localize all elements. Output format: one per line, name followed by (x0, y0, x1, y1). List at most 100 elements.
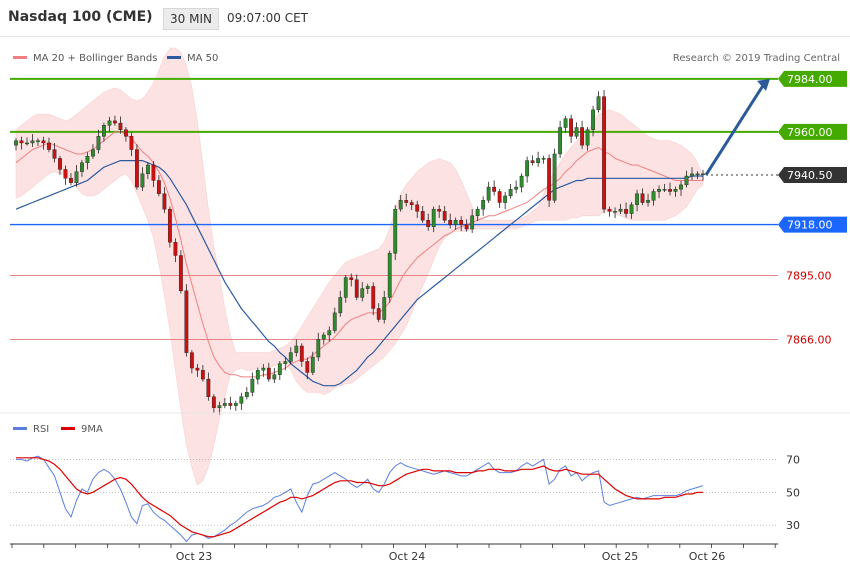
candle-body (189, 352, 194, 369)
candle-body (536, 158, 541, 164)
candle-down (580, 120, 584, 150)
candle-body (514, 186, 519, 190)
candle-body (195, 367, 200, 371)
candle-up (321, 332, 326, 345)
candle-up (310, 351, 315, 376)
candle-up (684, 170, 689, 188)
candle-down (129, 132, 134, 157)
candle-up (431, 206, 436, 233)
candle-down (156, 175, 161, 197)
candle-down (184, 284, 189, 357)
candle-up (222, 398, 227, 409)
candle-body (602, 96, 606, 210)
timeframe-selector[interactable]: 30 MIN (163, 8, 219, 30)
candle-body (239, 396, 244, 404)
candle-down (448, 213, 453, 229)
candle-body (36, 140, 40, 142)
candle-up (74, 165, 79, 187)
candle-up (250, 372, 255, 397)
candle-body (58, 158, 62, 170)
candle-body (376, 308, 381, 320)
candle-down (173, 238, 178, 263)
candle-body (316, 339, 321, 358)
bollinger-bands (15, 47, 704, 486)
chart-header: Nasdaq 100 (CME) 30 MIN 09:07:00 CET (0, 0, 850, 37)
candle-body (74, 171, 79, 183)
rsi-tick-label: 70 (786, 453, 800, 466)
candle-body (167, 208, 172, 243)
candle-down (404, 193, 409, 207)
candle-body (448, 219, 453, 225)
candle-up (514, 180, 519, 194)
candle-body (277, 363, 282, 375)
candle-body (102, 125, 106, 137)
candle-body (431, 208, 436, 228)
candle-up (651, 188, 656, 206)
candle-up (508, 183, 513, 199)
candle-down (569, 114, 573, 143)
candle-up (277, 361, 282, 380)
candle-body (211, 396, 216, 408)
candle-up (613, 207, 617, 218)
candle-down (41, 136, 46, 150)
x-tick-label: Oct 25 (602, 550, 639, 563)
candle-body (354, 279, 359, 298)
candle-body (646, 200, 650, 203)
candle-body (607, 208, 612, 212)
pivot-label: 7918.00 (787, 219, 833, 232)
candle-up (679, 180, 683, 196)
candle-down (442, 206, 447, 223)
candle-body (640, 193, 645, 203)
candle-body (569, 118, 573, 137)
ma50-line (15, 160, 703, 387)
candle-down (607, 206, 612, 217)
candle-up (316, 332, 321, 362)
resistance-label-background (778, 70, 847, 87)
candle-body (475, 208, 480, 216)
candle-up (14, 138, 18, 151)
rsi-line (16, 455, 704, 543)
candle-body (244, 392, 249, 397)
candle-body (382, 297, 387, 320)
price-legend: MA 20 + Bollinger Bands MA 50 (13, 53, 218, 64)
candle-up (481, 196, 486, 216)
candle-body (613, 211, 617, 213)
candle-body (25, 142, 29, 145)
candle-body (360, 288, 365, 298)
candle-body (470, 215, 475, 230)
candle-body (459, 219, 464, 225)
candle-body (574, 127, 579, 137)
candle-up (146, 162, 150, 180)
candle-body (283, 361, 288, 364)
candlesticks (14, 89, 705, 415)
candle-body (398, 200, 403, 210)
candle-up (272, 368, 277, 384)
candle-up (629, 202, 634, 219)
candle-up (36, 138, 40, 147)
candle-up (343, 274, 348, 303)
candle-body (624, 208, 628, 214)
candle-body (552, 153, 557, 201)
legend-9ma: 9MA (81, 424, 103, 435)
candle-body (486, 186, 491, 201)
candle-body (409, 202, 414, 205)
candle-body (492, 186, 497, 192)
candle-body (327, 330, 332, 336)
candle-down (167, 206, 172, 248)
candle-up (596, 91, 601, 113)
candle-up (327, 326, 332, 342)
candle-body (30, 140, 35, 144)
candle-down (420, 206, 425, 223)
candle-up (701, 169, 705, 181)
candle-up (261, 364, 266, 377)
candle-body (118, 122, 123, 130)
candle-down (371, 282, 376, 316)
candle-body (503, 195, 508, 203)
candle-body (338, 297, 343, 314)
candle-body (332, 312, 337, 331)
legend-rsi: RSI (33, 424, 49, 435)
candle-body (272, 374, 277, 380)
rsi-panel: 70 50 30 (0, 412, 850, 543)
candle-body (146, 164, 150, 175)
candle-body (420, 211, 425, 221)
